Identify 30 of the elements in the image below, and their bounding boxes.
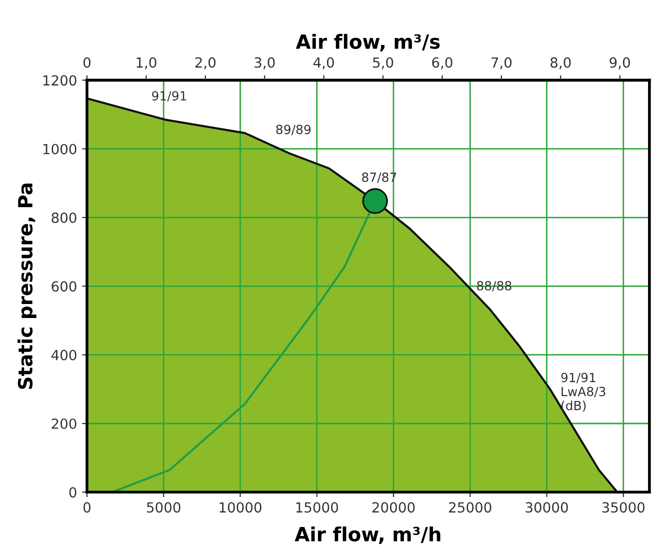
y-tick-label: 800 xyxy=(52,212,76,223)
x-tick-label: 10000 xyxy=(220,502,262,513)
x2-axis-title: Air flow, m³/s xyxy=(296,34,440,52)
x-tick-label: 30000 xyxy=(526,502,568,513)
x2-tick-label: 1,0 xyxy=(136,57,156,70)
x2-tick-label: 5,0 xyxy=(373,57,394,70)
x-tick-label: 25000 xyxy=(449,502,492,513)
x2-tick-label: 8,0 xyxy=(550,57,571,70)
x2-tick-label: 4,0 xyxy=(313,57,334,70)
x2-tick-label: 3,0 xyxy=(254,57,275,70)
y-tick-label: 1000 xyxy=(43,144,76,154)
x2-tick-label: 0 xyxy=(83,57,90,68)
x-tick-label: 20000 xyxy=(372,502,415,513)
x-tick-label: 5000 xyxy=(147,502,180,513)
x-tick-label: 35000 xyxy=(602,502,645,513)
y-tick-label: 200 xyxy=(52,418,76,429)
y-tick-label: 0 xyxy=(69,487,76,498)
x2-tick-label: 7,0 xyxy=(492,57,512,70)
x-axis-title: Air flow, m³/h xyxy=(294,526,440,544)
annotation: 89/89 xyxy=(276,124,311,136)
x-tick-label: 0 xyxy=(83,502,90,513)
x2-tick-label: 9,0 xyxy=(610,57,630,70)
y-tick-label: 600 xyxy=(52,281,76,292)
y-tick-label: 1200 xyxy=(43,75,76,86)
x2-tick-label: 6,0 xyxy=(432,57,452,70)
y-axis-title: Static pressure, Pa xyxy=(18,184,36,389)
annotation: 91/91 LwA8/3 (dB) xyxy=(561,372,606,412)
x-tick-label: 15000 xyxy=(296,502,338,513)
x2-tick-label: 2,0 xyxy=(195,57,216,70)
y-tick-label: 400 xyxy=(51,350,76,360)
